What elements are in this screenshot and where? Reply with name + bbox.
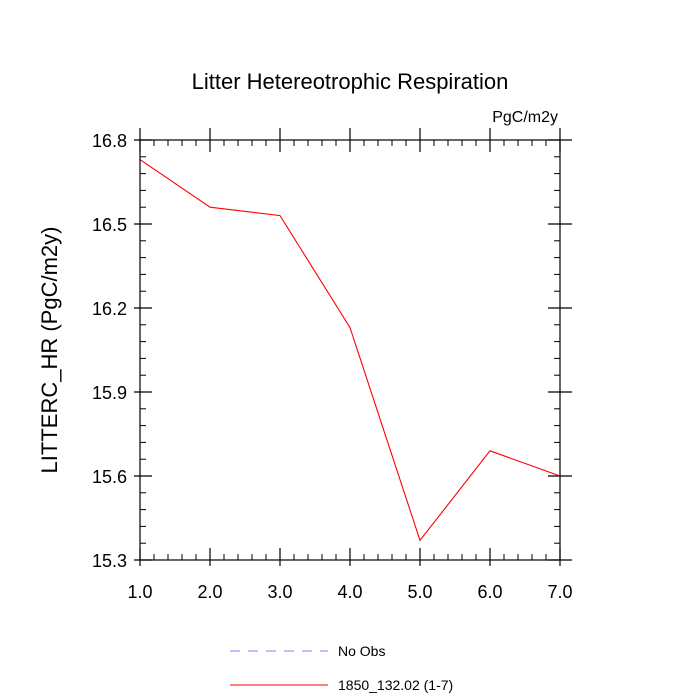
tick-labels: 1.0 2.0 3.0 4.0 5.0 6.0 7.0 15.3 15.6 15.9 16.2 16.… bbox=[92, 131, 573, 602]
units-label: PgC/m2y bbox=[492, 109, 558, 126]
x-tick-label: 4.0 bbox=[337, 582, 362, 602]
plot-frame bbox=[139, 139, 561, 561]
legend-label-1: 1850_132.02 (1-7) bbox=[338, 677, 453, 693]
y-tick-label: 16.2 bbox=[92, 299, 127, 319]
x-tick-label: 7.0 bbox=[547, 582, 572, 602]
y-tick-label: 16.8 bbox=[92, 131, 127, 151]
series-line-1 bbox=[139, 159, 561, 542]
series-layer bbox=[139, 159, 561, 542]
y-tick-label: 15.9 bbox=[92, 383, 127, 403]
major-ticks bbox=[134, 128, 572, 566]
y-tick-label: 16.5 bbox=[92, 215, 127, 235]
chart-title: Litter Hetereotrophic Respiration bbox=[192, 69, 509, 94]
legend-label-0: No Obs bbox=[338, 643, 385, 659]
y-tick-label: 15.6 bbox=[92, 467, 127, 487]
y-axis-label: LITTERC_HR (PgC/m2y) bbox=[37, 227, 62, 474]
y-tick-label: 15.3 bbox=[92, 551, 127, 571]
legend: No Obs 1850_132.02 (1-7) bbox=[230, 643, 453, 693]
x-tick-label: 1.0 bbox=[127, 582, 152, 602]
x-tick-label: 5.0 bbox=[407, 582, 432, 602]
x-tick-label: 6.0 bbox=[477, 582, 502, 602]
x-tick-label: 3.0 bbox=[267, 582, 292, 602]
x-tick-label: 2.0 bbox=[197, 582, 222, 602]
